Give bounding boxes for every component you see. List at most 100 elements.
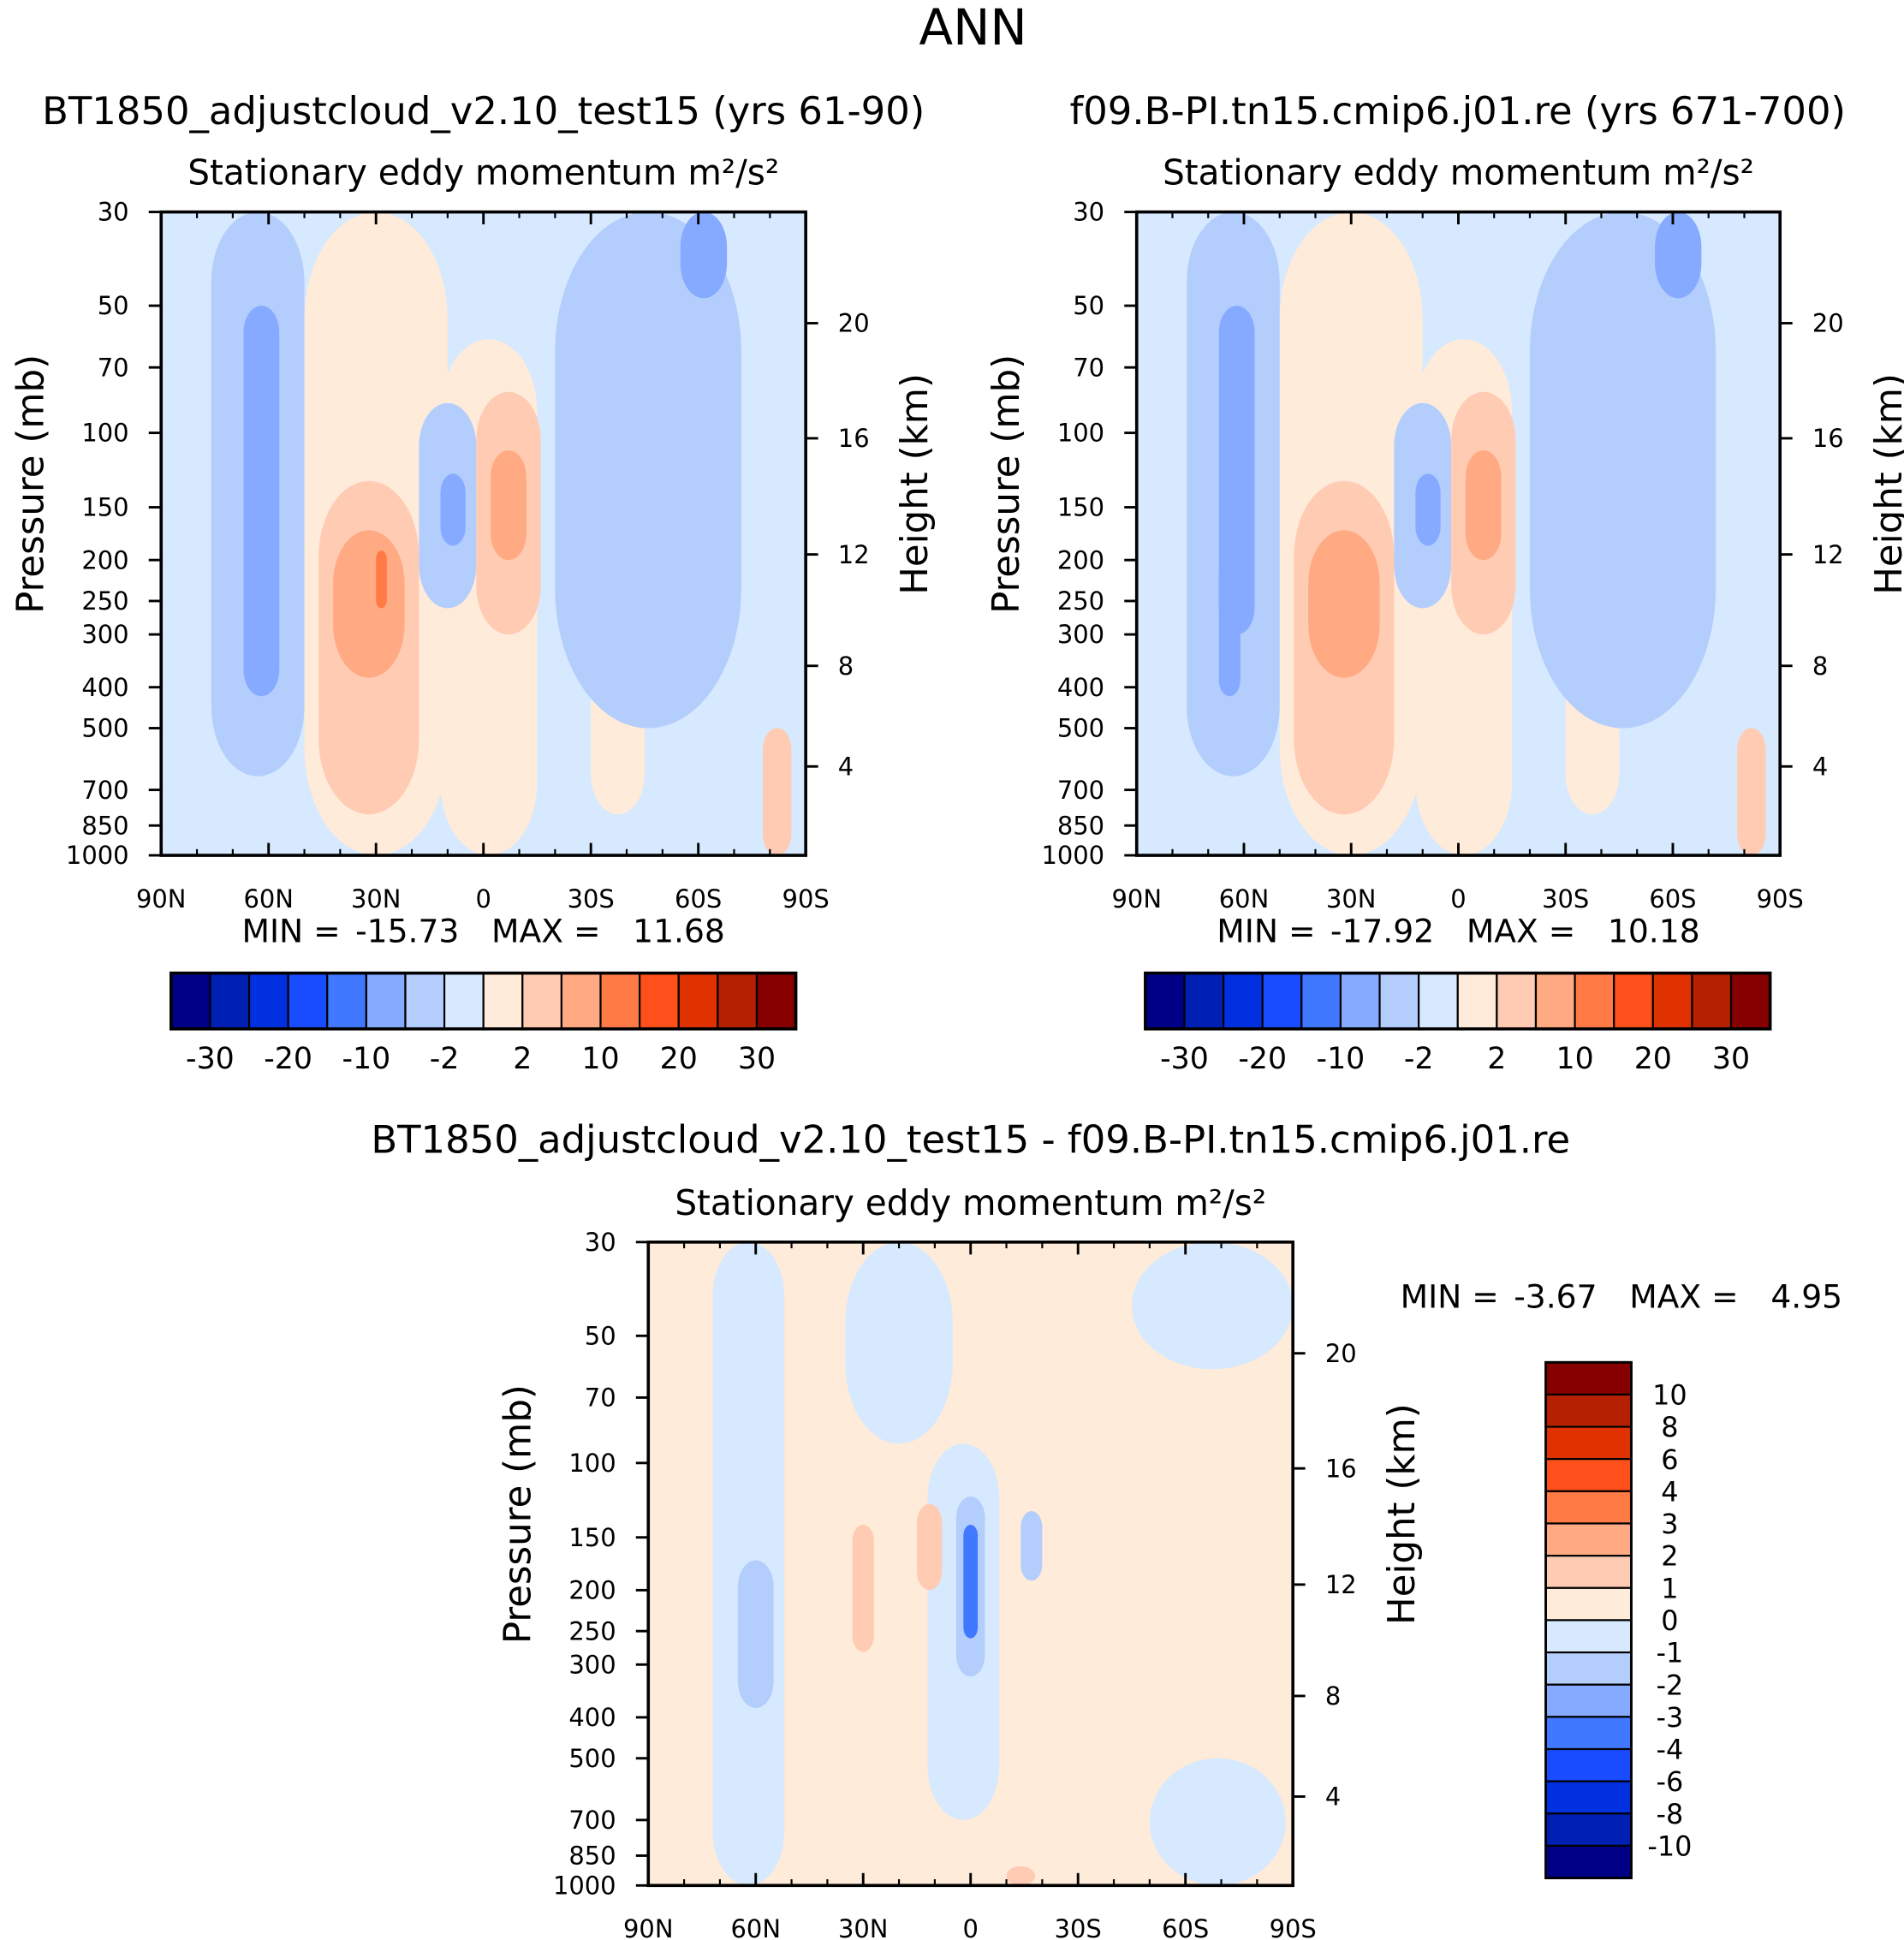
y-tick-label: 500 bbox=[568, 1744, 616, 1773]
colorbar-label: -3 bbox=[1656, 1701, 1683, 1734]
colorbar-label: -2 bbox=[1656, 1669, 1683, 1701]
y-tick-label: 50 bbox=[98, 291, 129, 320]
contour-region bbox=[243, 306, 280, 697]
colorbar-box bbox=[1544, 1425, 1633, 1461]
min-max-label: MIN = -17.92 MAX = 10.18 bbox=[1217, 912, 1699, 949]
y-tick-label: 500 bbox=[1057, 714, 1104, 743]
contour-region bbox=[1465, 450, 1502, 561]
colorbar-label: 0 bbox=[1661, 1604, 1678, 1637]
y-tick-label: 30 bbox=[585, 1228, 616, 1257]
colorbar-box bbox=[1496, 972, 1538, 1030]
y-tick-label: 850 bbox=[1057, 811, 1104, 840]
colorbar-box bbox=[1544, 1458, 1633, 1492]
x-tick-label: 60S bbox=[675, 884, 722, 913]
y-tick-label: 250 bbox=[568, 1616, 616, 1645]
y-right-tick-label: 8 bbox=[838, 652, 854, 681]
y-tick-label: 300 bbox=[568, 1650, 616, 1679]
y-tick-label: 250 bbox=[81, 586, 128, 616]
x-tick-label: 30N bbox=[351, 884, 401, 913]
y-tick-label: 50 bbox=[1073, 291, 1104, 320]
y-right-tick-label: 20 bbox=[838, 309, 870, 338]
y-tick-label: 70 bbox=[98, 353, 129, 382]
colorbar-1: -30 -20 -10 -2 2 10 20 30 bbox=[170, 971, 798, 1076]
y-axis-label: Pressure (mb) bbox=[985, 354, 1028, 614]
contour-region bbox=[1218, 560, 1241, 697]
y-tick-label: 100 bbox=[568, 1449, 616, 1478]
panel-title: Stationary eddy momentum m²/s² bbox=[1163, 152, 1754, 193]
colorbar-box bbox=[1544, 1393, 1633, 1428]
y-right-tick-label: 20 bbox=[1812, 309, 1844, 338]
contour-region bbox=[440, 473, 466, 546]
colorbar-box bbox=[1544, 1522, 1633, 1557]
contour-region bbox=[1415, 473, 1441, 546]
min-label: MIN = bbox=[1217, 912, 1315, 949]
y-right-axis-label: Height (km) bbox=[1381, 1403, 1424, 1625]
contour-region bbox=[1020, 1511, 1043, 1581]
x-tick-label: 30S bbox=[1542, 884, 1589, 913]
x-tick-label: 30N bbox=[838, 1914, 888, 1940]
colorbar-box bbox=[521, 972, 562, 1030]
colorbar-box bbox=[1544, 1361, 1633, 1395]
max-label: MAX = bbox=[1629, 1278, 1738, 1316]
contour-region bbox=[1737, 728, 1766, 856]
colorbar-label: -30 bbox=[1160, 1042, 1209, 1076]
y-tick-label: 150 bbox=[568, 1523, 616, 1552]
contour-region bbox=[916, 1503, 943, 1591]
x-tick-label: 90N bbox=[623, 1914, 673, 1940]
x-tick-label: 30S bbox=[1055, 1914, 1102, 1940]
colorbar-box bbox=[599, 972, 641, 1030]
y-tick-label: 200 bbox=[1057, 545, 1104, 574]
contour-region bbox=[1006, 1866, 1036, 1886]
colorbar-box bbox=[482, 972, 524, 1030]
colorbar-box bbox=[1261, 972, 1303, 1030]
contour-region bbox=[963, 1524, 979, 1639]
x-tick-label: 90N bbox=[136, 884, 186, 913]
colorbar-box bbox=[1544, 1683, 1633, 1718]
colorbar-label: 2 bbox=[1661, 1540, 1678, 1573]
panel-3: BT1850_adjustcloud_v2.10_test15 - f09.B-… bbox=[371, 1117, 1842, 1940]
colorbar-2: -30 -20 -10 -2 2 10 20 30 bbox=[1144, 971, 1772, 1076]
y-tick-label: 70 bbox=[1073, 353, 1104, 382]
y-tick-label: 250 bbox=[1057, 586, 1104, 616]
colorbar-label: 2 bbox=[1487, 1042, 1506, 1076]
y-tick-label: 500 bbox=[81, 714, 128, 743]
colorbar-box bbox=[404, 972, 446, 1030]
max-label: MAX = bbox=[1467, 912, 1575, 949]
colorbar-box bbox=[1544, 1555, 1633, 1589]
colorbar-box bbox=[1544, 1586, 1633, 1622]
min-value: -3.67 bbox=[1514, 1278, 1597, 1316]
min-max-label: MIN = -15.73 MAX = 11.68 bbox=[242, 912, 725, 949]
y-tick-label: 400 bbox=[1057, 673, 1104, 702]
max-value: 11.68 bbox=[633, 912, 725, 949]
contour-region bbox=[1308, 530, 1380, 678]
colorbar-box bbox=[365, 972, 407, 1030]
y-axis-label: Pressure (mb) bbox=[10, 354, 53, 614]
contour-region bbox=[1655, 211, 1702, 299]
panel-subtitle: f09.B-PI.tn15.cmip6.j01.re (yrs 671-700) bbox=[1069, 88, 1846, 134]
x-tick-label: 90S bbox=[1270, 1914, 1317, 1940]
colorbar-box bbox=[1456, 972, 1498, 1030]
colorbar-label: 6 bbox=[1661, 1443, 1678, 1476]
y-tick-label: 200 bbox=[81, 545, 128, 574]
min-max-label: MIN = -3.67 MAX = 4.95 bbox=[1401, 1278, 1842, 1316]
contour-region bbox=[333, 530, 405, 678]
colorbar-box bbox=[247, 972, 289, 1030]
contour-region bbox=[680, 211, 728, 299]
colorbar-label: 10 bbox=[581, 1042, 619, 1076]
x-tick-label: 90N bbox=[1112, 884, 1162, 913]
contour-region bbox=[852, 1524, 874, 1652]
y-right-tick-label: 8 bbox=[1812, 652, 1828, 681]
y-right-tick-label: 4 bbox=[1812, 752, 1828, 781]
x-tick-label: 60N bbox=[243, 884, 293, 913]
colorbar-box bbox=[1574, 972, 1615, 1030]
y-right-tick-label: 16 bbox=[838, 424, 870, 453]
colorbar-label: 1 bbox=[1661, 1572, 1678, 1604]
min-value: -15.73 bbox=[355, 912, 459, 949]
y-tick-label: 300 bbox=[1057, 620, 1104, 649]
colorbar-box bbox=[560, 972, 602, 1030]
y-tick-label: 850 bbox=[568, 1842, 616, 1871]
colorbar-box bbox=[1144, 972, 1186, 1030]
y-tick-label: 700 bbox=[1057, 776, 1104, 805]
y-tick-label: 400 bbox=[568, 1703, 616, 1732]
x-tick-label: 0 bbox=[963, 1914, 979, 1940]
